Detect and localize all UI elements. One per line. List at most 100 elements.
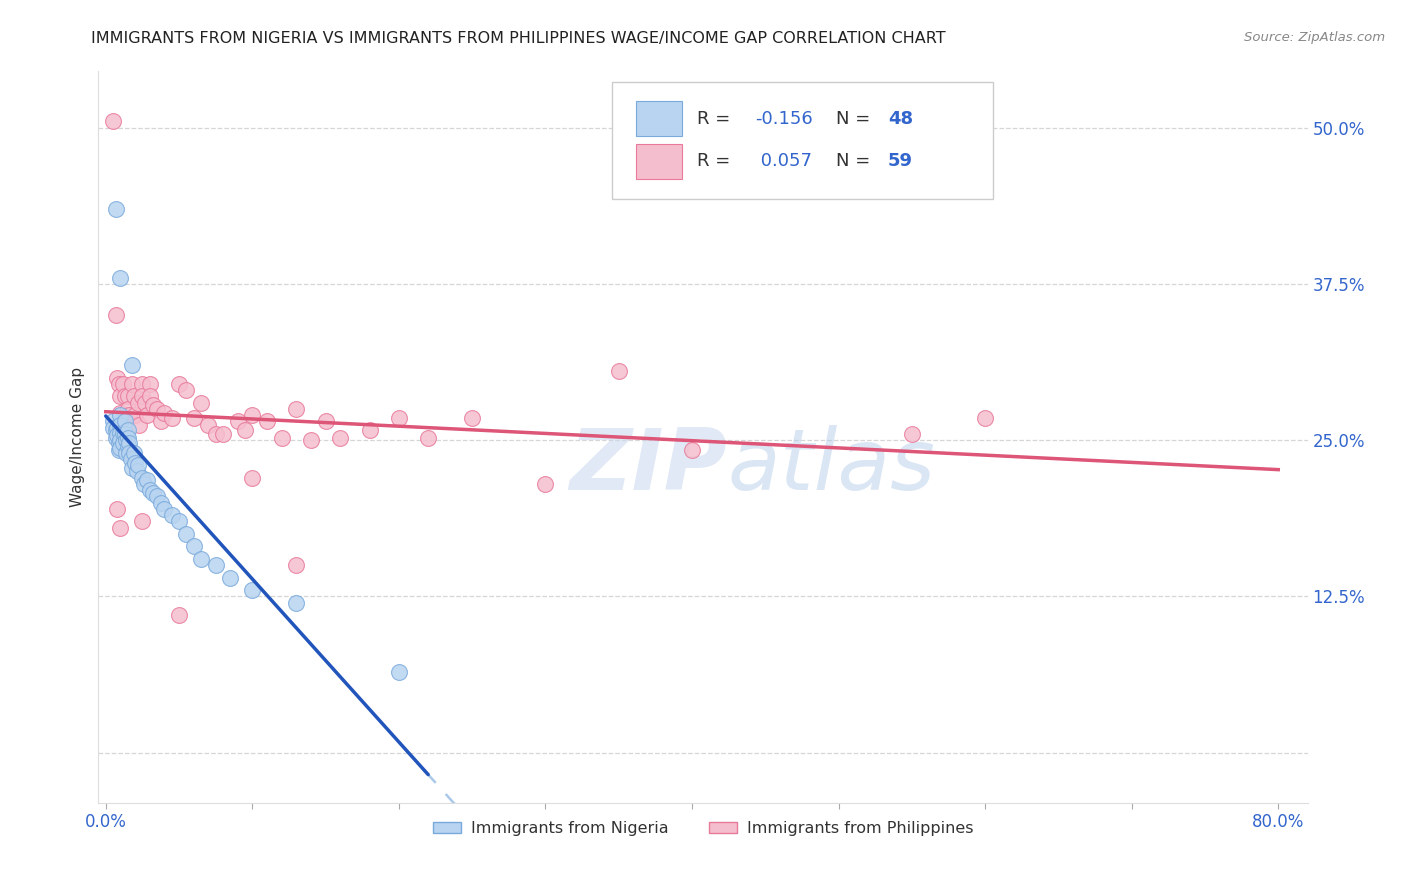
Point bbox=[112, 376, 135, 391]
Point bbox=[190, 395, 212, 409]
Point bbox=[681, 443, 703, 458]
Text: atlas: atlas bbox=[727, 425, 935, 508]
Point bbox=[901, 426, 924, 441]
Point bbox=[974, 410, 997, 425]
Point bbox=[118, 435, 141, 450]
Point bbox=[150, 414, 173, 428]
Point bbox=[388, 665, 411, 679]
Point bbox=[114, 414, 136, 428]
Text: R =: R = bbox=[697, 110, 735, 128]
Point bbox=[110, 406, 132, 420]
Point bbox=[114, 389, 136, 403]
Point bbox=[534, 477, 557, 491]
Point bbox=[204, 558, 226, 573]
Point bbox=[124, 456, 146, 470]
Point bbox=[117, 423, 139, 437]
Point bbox=[146, 490, 169, 504]
Point bbox=[121, 460, 143, 475]
Point bbox=[176, 527, 198, 541]
Legend: Immigrants from Nigeria, Immigrants from Philippines: Immigrants from Nigeria, Immigrants from… bbox=[426, 814, 980, 842]
Point bbox=[142, 485, 165, 500]
Point bbox=[108, 443, 131, 458]
Point bbox=[219, 571, 242, 585]
Point bbox=[240, 471, 263, 485]
Point bbox=[110, 389, 132, 403]
Point bbox=[418, 431, 440, 445]
Text: N =: N = bbox=[837, 110, 876, 128]
Point bbox=[110, 441, 132, 455]
Point bbox=[270, 431, 292, 445]
Text: 0.057: 0.057 bbox=[755, 153, 813, 170]
Point bbox=[204, 426, 226, 441]
FancyBboxPatch shape bbox=[637, 102, 682, 136]
Point bbox=[135, 408, 157, 422]
Point bbox=[197, 418, 219, 433]
Point bbox=[127, 395, 149, 409]
Point bbox=[128, 418, 150, 433]
Point bbox=[107, 370, 129, 384]
Point bbox=[101, 420, 124, 434]
Point bbox=[138, 483, 160, 498]
Point bbox=[121, 358, 143, 372]
Point bbox=[101, 414, 124, 428]
Point bbox=[124, 408, 146, 422]
Point bbox=[110, 408, 132, 422]
Point bbox=[190, 552, 212, 566]
Point bbox=[117, 389, 139, 403]
Point bbox=[299, 434, 322, 448]
Point bbox=[285, 596, 308, 610]
Point bbox=[329, 431, 352, 445]
Point bbox=[120, 452, 142, 467]
Point bbox=[131, 471, 153, 485]
Point bbox=[388, 410, 411, 425]
Text: ZIP: ZIP bbox=[569, 425, 727, 508]
Point bbox=[108, 376, 131, 391]
Point bbox=[167, 376, 190, 391]
Point bbox=[153, 502, 176, 516]
Point bbox=[110, 425, 132, 440]
Y-axis label: Wage/Income Gap: Wage/Income Gap bbox=[69, 367, 84, 508]
Point bbox=[110, 434, 132, 448]
Point bbox=[146, 401, 169, 416]
Point bbox=[105, 308, 128, 322]
Point bbox=[131, 515, 153, 529]
Point bbox=[127, 458, 149, 473]
Point bbox=[122, 389, 145, 403]
Point bbox=[167, 515, 190, 529]
Point bbox=[112, 425, 135, 440]
Point bbox=[226, 414, 249, 428]
Point bbox=[131, 389, 153, 403]
Point bbox=[118, 408, 141, 422]
Point bbox=[315, 414, 337, 428]
Point bbox=[107, 428, 129, 442]
Point bbox=[107, 502, 129, 516]
FancyBboxPatch shape bbox=[613, 82, 993, 200]
Point bbox=[138, 389, 160, 403]
Point bbox=[114, 426, 136, 441]
Point bbox=[160, 508, 183, 523]
Point bbox=[359, 423, 381, 437]
Text: 59: 59 bbox=[889, 153, 912, 170]
Point bbox=[110, 418, 132, 433]
Point bbox=[134, 395, 156, 409]
Text: Source: ZipAtlas.com: Source: ZipAtlas.com bbox=[1244, 31, 1385, 45]
Point bbox=[167, 608, 190, 623]
Point bbox=[135, 473, 157, 487]
Point bbox=[160, 410, 183, 425]
Point bbox=[118, 446, 141, 460]
Point bbox=[110, 521, 132, 535]
Text: -0.156: -0.156 bbox=[755, 110, 813, 128]
Point bbox=[142, 398, 165, 412]
Point bbox=[132, 477, 155, 491]
Text: 48: 48 bbox=[889, 110, 912, 128]
Point bbox=[461, 410, 484, 425]
Point bbox=[138, 376, 160, 391]
Point bbox=[285, 401, 308, 416]
Point bbox=[101, 114, 124, 128]
Point bbox=[110, 270, 132, 285]
Point bbox=[107, 420, 129, 434]
Point bbox=[176, 383, 198, 397]
Point bbox=[115, 434, 138, 448]
Text: N =: N = bbox=[837, 153, 876, 170]
Point bbox=[121, 376, 143, 391]
